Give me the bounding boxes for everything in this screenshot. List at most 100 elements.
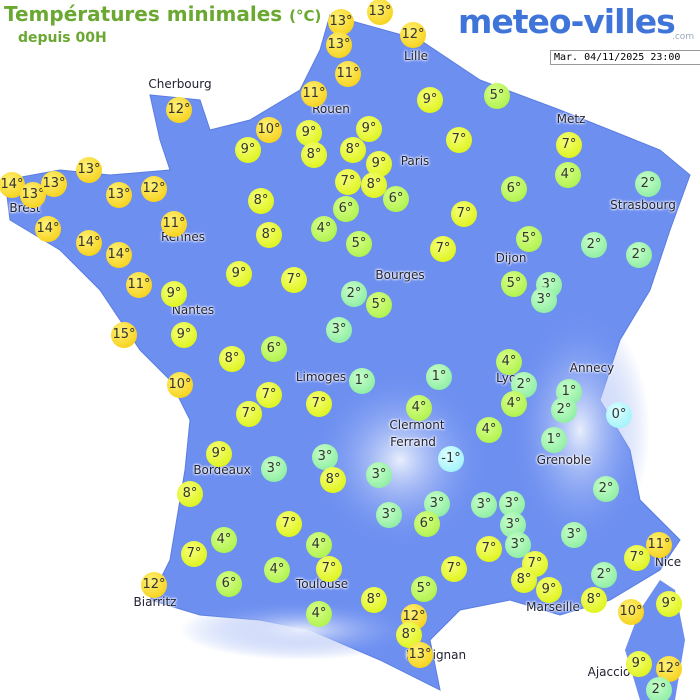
temperature-marker: 3° [471, 492, 497, 518]
city-label: Ajaccio [587, 665, 631, 679]
temperature-marker: 3° [505, 532, 531, 558]
alps [510, 310, 650, 550]
temperature-marker: 11° [335, 61, 361, 87]
temperature-marker: 1° [541, 427, 567, 453]
temperature-marker: 8° [581, 587, 607, 613]
temperature-marker: 12° [166, 97, 192, 123]
temperature-marker: 2° [593, 476, 619, 502]
temperature-marker: 4° [476, 417, 502, 443]
temperature-marker: 5° [484, 83, 510, 109]
temperature-marker: 7° [556, 132, 582, 158]
logo[interactable]: meteo-villes [458, 2, 676, 41]
city-label: Nice [654, 555, 682, 569]
temperature-marker: 7° [430, 236, 456, 262]
temperature-marker: 2° [591, 562, 617, 588]
city-label: Limoges [295, 370, 347, 384]
temperature-marker: 1° [426, 364, 452, 390]
city-label: Nantes [171, 303, 215, 317]
temperature-marker: 9° [656, 591, 682, 617]
city-label: Biarritz [133, 595, 177, 609]
city-label: Lille [403, 49, 429, 63]
temperature-marker: 4° [406, 395, 432, 421]
temperature-marker: 7° [451, 201, 477, 227]
temperature-marker: 6° [414, 511, 440, 537]
temperature-marker: 2° [626, 242, 652, 268]
temperature-marker: 7° [476, 536, 502, 562]
temperature-marker: 8° [301, 142, 327, 168]
temperature-marker: 8° [511, 567, 537, 593]
temperature-marker: 9° [171, 322, 197, 348]
temperature-marker: 13° [407, 642, 433, 668]
temperature-marker: 4° [306, 532, 332, 558]
temperature-marker: 7° [276, 511, 302, 537]
temperature-marker: 14° [35, 216, 61, 242]
temperature-marker: 1° [349, 368, 375, 394]
temperature-marker: 4° [501, 391, 527, 417]
temperature-marker: 7° [181, 541, 207, 567]
temperature-marker: 2° [646, 677, 672, 700]
temperature-marker: 13° [20, 182, 46, 208]
temperature-marker: 8° [248, 188, 274, 214]
city-label: Rouen [312, 102, 350, 116]
subtitle: depuis 00H [18, 30, 107, 46]
temperature-marker: 5° [516, 226, 542, 252]
city-label: Strasbourg [610, 198, 676, 212]
temperature-marker: 11° [126, 272, 152, 298]
city-label: Ferrand [390, 435, 436, 449]
temperature-marker: 7° [306, 391, 332, 417]
temperature-marker: 9° [235, 137, 261, 163]
temperature-marker: 13° [328, 9, 354, 35]
temperature-marker: 5° [346, 231, 372, 257]
temperature-marker: 7° [446, 127, 472, 153]
temperature-marker: 8° [361, 587, 387, 613]
temperature-marker: 4° [264, 557, 290, 583]
temperature-marker: 5° [366, 292, 392, 318]
city-label: Annecy [569, 361, 615, 375]
city-label: Bordeaux [193, 463, 251, 477]
temperature-marker: 13° [76, 157, 102, 183]
temperature-marker: 9° [161, 281, 187, 307]
temperature-marker: 9° [417, 87, 443, 113]
temperature-marker: 10° [167, 372, 193, 398]
city-label: Clermont [389, 418, 445, 432]
pyrenees [180, 600, 420, 660]
title-text: Températures minimales [4, 2, 283, 26]
temperature-marker: 10° [618, 599, 644, 625]
temperature-marker: 7° [281, 267, 307, 293]
temperature-marker: 4° [211, 527, 237, 553]
temperature-marker: 15° [111, 322, 137, 348]
city-label: Bourges [375, 268, 425, 282]
temperature-marker: 9° [536, 577, 562, 603]
temperature-marker: 3° [312, 444, 338, 470]
temperature-marker: 7° [316, 556, 342, 582]
temperature-marker: 8° [340, 137, 366, 163]
temperature-marker: 2° [341, 281, 367, 307]
temperature-marker: 14° [106, 242, 132, 268]
title: Températures minimales (°C) [4, 2, 321, 26]
temperature-marker: 8° [177, 481, 203, 507]
temperature-marker: 11° [646, 532, 672, 558]
temperature-marker: 2° [511, 372, 537, 398]
city-label: Metz [556, 112, 586, 126]
temperature-marker: 7° [624, 545, 650, 571]
temperature-marker: 7° [256, 382, 282, 408]
temperature-marker: -1° [438, 446, 464, 472]
temperature-marker: 14° [76, 230, 102, 256]
city-label: Marseille [526, 600, 580, 614]
temperature-marker: 6° [261, 336, 287, 362]
city-label: Grenoble [536, 453, 592, 467]
temperature-marker: 3° [531, 287, 557, 313]
temperature-marker: 6° [383, 186, 409, 212]
temperature-marker: 7° [335, 169, 361, 195]
temperature-marker: 5° [501, 271, 527, 297]
temperature-marker: 2° [551, 397, 577, 423]
date: Mar. 04/11/2025 23:00 [550, 50, 700, 65]
temperature-marker: 11° [161, 211, 187, 237]
temperature-marker: 4° [555, 162, 581, 188]
temperature-marker: 12° [400, 22, 426, 48]
temperature-marker: 10° [256, 117, 282, 143]
temperature-marker: 8° [320, 467, 346, 493]
temperature-marker: 12° [401, 604, 427, 630]
temperature-marker: 8° [361, 172, 387, 198]
